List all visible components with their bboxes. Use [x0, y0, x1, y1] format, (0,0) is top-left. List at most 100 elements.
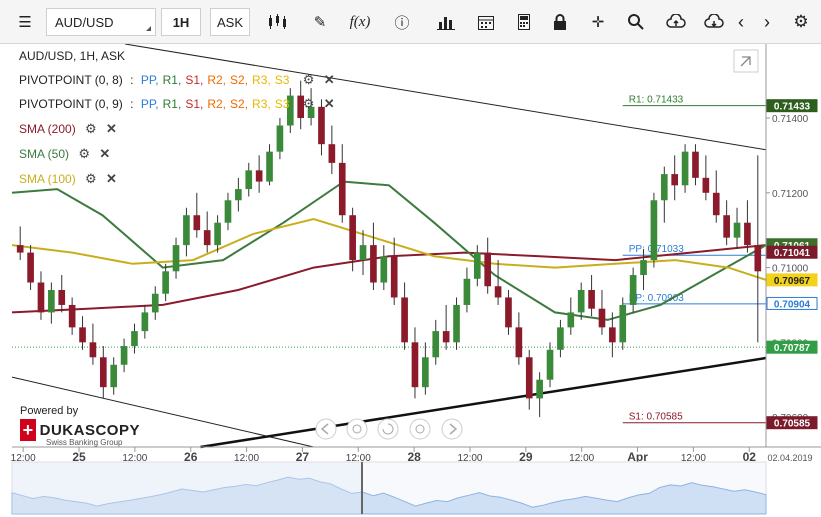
trendline-3[interactable]	[200, 356, 767, 449]
candle	[432, 319, 440, 365]
candle	[733, 207, 741, 249]
candle-body	[754, 245, 762, 272]
candle-body	[557, 327, 564, 350]
close-icon[interactable]: ✕	[106, 121, 117, 136]
chevron-right-icon[interactable]: ›	[764, 11, 770, 32]
crosshair-icon[interactable]: ✛	[591, 14, 605, 31]
symbol-select[interactable]: AUD/USD	[46, 8, 156, 36]
candle-body	[577, 289, 585, 313]
powered-by-logo[interactable]: Powered by + DUKASCOPY Swiss Banking Gro…	[20, 405, 140, 447]
candle	[692, 144, 699, 186]
candle-body	[89, 342, 97, 358]
function-icon[interactable]: f(x)	[349, 13, 371, 30]
price-tag: 0.70585	[766, 416, 818, 430]
navigator-minimap[interactable]	[11, 476, 767, 515]
gear-icon[interactable]: ⚙	[302, 96, 315, 111]
legend-sma-50-name: SMA (50)	[19, 147, 70, 161]
price-side-button[interactable]: ASK	[210, 8, 250, 36]
candle-body	[276, 125, 284, 152]
close-icon[interactable]: ✕	[99, 146, 111, 161]
x-tick-label: 28	[407, 450, 421, 464]
close-icon[interactable]: ✕	[323, 96, 335, 111]
candle-body	[692, 151, 699, 178]
candle	[567, 297, 575, 335]
candle-body	[484, 252, 492, 287]
legend-pivot-1-sep: :	[130, 73, 134, 87]
close-icon[interactable]: ✕	[323, 72, 335, 87]
candle	[484, 237, 492, 294]
candle	[744, 200, 751, 253]
candle	[110, 357, 118, 395]
candle	[609, 312, 616, 358]
close-icon[interactable]: ✕	[106, 171, 117, 186]
pan-left-icon[interactable]	[315, 418, 337, 440]
legend-sma-200[interactable]: SMA (200) ⚙ ✕	[19, 121, 117, 137]
candle	[214, 215, 221, 253]
level-label-pp: PP: 0.70903	[629, 293, 684, 304]
legend-level-s2: S2,	[230, 73, 249, 87]
legend-pivot-1[interactable]: PIVOTPOINT (0, 8) : PP, R1, S1, R2, S2, R3, S3…	[19, 72, 335, 88]
legend-level-s3: S3	[274, 97, 290, 111]
candle-body	[338, 162, 346, 216]
candle-body	[266, 151, 273, 182]
legend-sma-50[interactable]: SMA (50) ⚙ ✕	[19, 146, 110, 162]
candle	[203, 211, 211, 253]
trendline-2[interactable]	[11, 376, 314, 448]
y-tick-label: 0.71000	[772, 264, 809, 275]
gear-icon[interactable]: ⚙	[78, 146, 91, 161]
legend-pivot-2[interactable]: PIVOTPOINT (0, 9) : PP, R1, S1, R2, S2, R3, S3…	[19, 96, 335, 112]
legend-level-r2: R2,	[207, 97, 227, 111]
candle	[515, 312, 523, 365]
candles-icon[interactable]	[258, 8, 298, 36]
calculator-icon[interactable]	[506, 8, 542, 36]
menu-icon[interactable]: ☰	[18, 14, 32, 31]
x-tick-label: Apr	[627, 450, 648, 464]
level-label-s1: S1: 0.70585	[629, 412, 683, 423]
trendline-1[interactable]	[125, 44, 767, 151]
maximize-icon[interactable]	[733, 49, 759, 73]
navigator-window[interactable]	[12, 462, 362, 514]
x-tick-label: 12:00	[457, 453, 482, 464]
brand-subtitle: Swiss Banking Group	[46, 438, 123, 447]
legend-level-s2: S2,	[230, 97, 249, 111]
pan-right-icon[interactable]	[441, 418, 463, 440]
zoom-out-icon[interactable]	[346, 418, 368, 440]
candle	[598, 289, 606, 335]
reset-icon[interactable]	[377, 418, 399, 440]
candle-body	[370, 245, 377, 283]
candle	[380, 245, 388, 290]
candle-body	[546, 349, 554, 380]
zoom-in-icon[interactable]	[409, 418, 431, 440]
candle	[297, 80, 305, 130]
candle-body	[681, 151, 689, 186]
zoom-icon[interactable]	[618, 8, 654, 36]
download-icon[interactable]	[696, 8, 732, 36]
legend-pivot-2-sep: :	[130, 97, 134, 111]
legend-sma-100[interactable]: SMA (100) ⚙ ✕	[19, 171, 117, 187]
bar-chart-icon[interactable]	[428, 8, 464, 36]
candle	[650, 192, 658, 268]
candle-body	[723, 215, 730, 238]
candle	[328, 125, 336, 175]
navigator-series	[11, 476, 767, 515]
candle-body	[629, 275, 637, 305]
lock-icon[interactable]	[542, 8, 578, 36]
candle	[276, 118, 284, 160]
x-tick-label: 29	[519, 450, 533, 464]
candle-body	[712, 192, 720, 216]
timeframe-button[interactable]: 1H	[161, 8, 201, 36]
pen-icon[interactable]: ✎	[313, 14, 327, 31]
chevron-left-icon[interactable]: ‹	[738, 11, 744, 32]
candle	[183, 207, 190, 257]
gear-icon[interactable]: ⚙	[85, 121, 97, 136]
upload-icon[interactable]	[658, 8, 694, 36]
gear-icon[interactable]: ⚙	[85, 171, 97, 186]
zoom-controls	[315, 418, 463, 440]
gear-icon[interactable]: ⚙	[302, 72, 315, 87]
gear-icon[interactable]: ⚙	[793, 12, 809, 31]
candle	[37, 271, 45, 320]
info-icon[interactable]: ⓘ	[394, 14, 410, 32]
candle-body	[328, 144, 336, 163]
calendar-icon[interactable]	[468, 8, 504, 36]
